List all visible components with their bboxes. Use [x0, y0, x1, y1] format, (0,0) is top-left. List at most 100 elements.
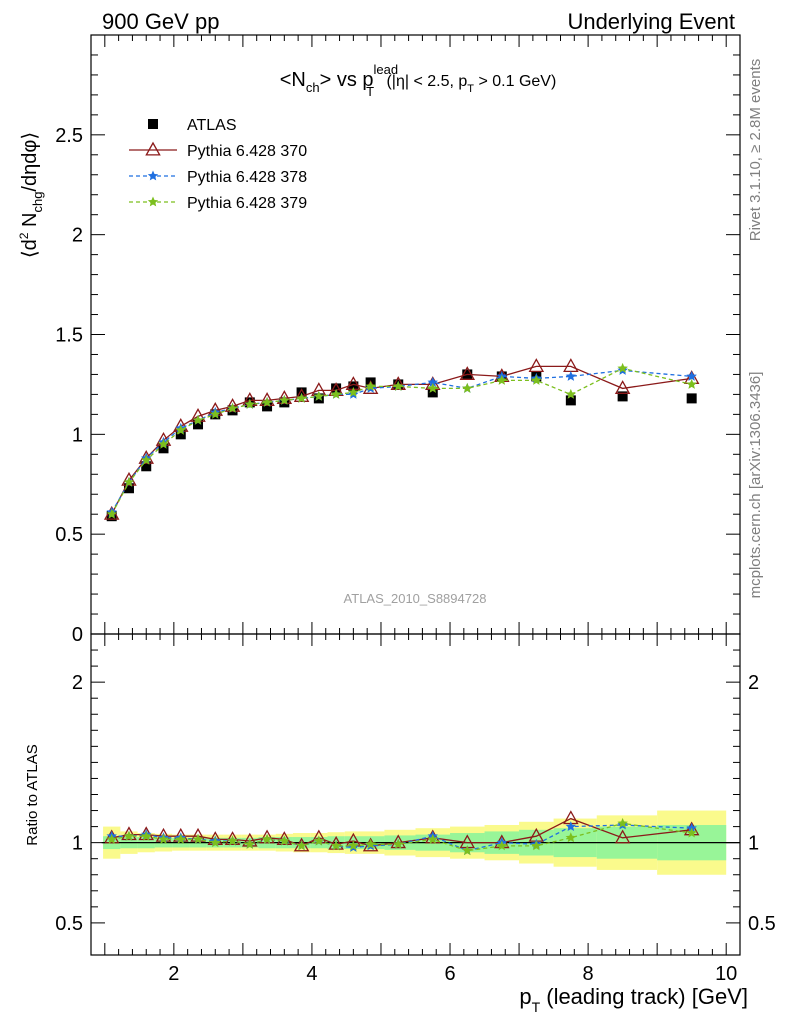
data-point-p379: [496, 374, 507, 385]
data-point-p379: [348, 386, 359, 397]
data-point-p379: [210, 408, 221, 419]
data-point-p378: [565, 370, 577, 381]
data-point-atlas: [123, 483, 134, 494]
x-tick-label: 10: [715, 963, 737, 985]
x-tick-label: 8: [583, 963, 594, 985]
data-point-p370: [121, 471, 137, 486]
legend-marker-p379: [147, 196, 159, 207]
y-tick-label: 2: [72, 225, 83, 247]
y-tick-label: 1.5: [55, 325, 83, 347]
y-tick-label: 0: [72, 624, 83, 646]
legend-label-p378: Pythia 6.428 378: [187, 169, 307, 186]
data-point-p370: [293, 388, 310, 402]
bottom-panel-series: [103, 810, 700, 856]
rivet-label: Rivet 3.1.10, ≥ 2.8M events: [747, 59, 764, 242]
ratio-point-p379: [192, 833, 204, 844]
header-left: 900 GeV pp: [102, 9, 219, 34]
ratio-point-p379: [261, 833, 273, 844]
legend-marker-p370: [145, 141, 161, 156]
data-point-p370: [459, 366, 476, 380]
data-point-atlas: [262, 401, 273, 412]
data-point-atlas: [193, 419, 204, 430]
ratio-point-p379: [531, 840, 542, 851]
ratio-point-p370: [224, 831, 241, 845]
data-point-p379: [686, 378, 697, 389]
data-point-atlas: [141, 461, 152, 472]
data-point-p379: [565, 388, 577, 399]
bottom-panel-frame: [90, 633, 741, 956]
y-tick-label: 1: [72, 424, 83, 446]
ratio-y-tick-label: 0.5: [55, 913, 83, 935]
data-point-p379: [279, 394, 290, 405]
ratio-point-p379: [175, 833, 186, 844]
ratio-point-p379: [123, 830, 135, 841]
data-point-p378: [686, 370, 697, 381]
ratio-point-p370: [614, 829, 631, 844]
legend-marker-atlas: [148, 119, 158, 129]
data-point-p379: [393, 380, 404, 391]
data-point-p379: [261, 396, 273, 407]
ratio-point-p379: [365, 838, 376, 849]
legend-marker-p378: [147, 170, 159, 181]
data-point-p370: [276, 390, 293, 404]
ratio-point-p378: [565, 821, 577, 831]
data-point-atlas: [175, 429, 186, 440]
ratio-y-tick-label-right: 1: [748, 833, 759, 855]
data-point-p379: [227, 402, 238, 413]
ratio-y-tick-label: 2: [72, 672, 83, 694]
ratio-point-p379: [106, 833, 117, 844]
ratio-point-p379: [565, 832, 577, 843]
x-tick-label: 4: [306, 963, 317, 985]
data-point-atlas: [158, 443, 169, 454]
data-point-p379: [106, 508, 117, 519]
data-point-atlas: [565, 395, 576, 406]
data-point-atlas: [617, 391, 628, 402]
mcplots-label: mcplots.cern.ch [arXiv:1306.3436]: [747, 372, 764, 599]
data-point-p379: [617, 362, 628, 373]
data-point-atlas: [331, 383, 342, 394]
data-point-p379: [313, 390, 325, 401]
ratio-point-p370: [328, 835, 344, 850]
data-point-p370: [614, 380, 631, 394]
data-point-p379: [192, 414, 204, 425]
data-point-p379: [531, 374, 542, 385]
ratio-point-p370: [121, 826, 137, 841]
data-point-p379: [175, 424, 186, 435]
x-axis-label: pT (leading track) [GeV]: [519, 984, 748, 1015]
legend-label-atlas: ATLAS: [187, 117, 237, 134]
data-point-p379: [365, 380, 376, 391]
data-point-p379: [141, 454, 152, 465]
data-point-p379: [427, 382, 438, 393]
series-line-p379: [111, 367, 692, 515]
data-point-atlas: [686, 393, 697, 404]
ratio-point-p379: [617, 817, 628, 828]
y-tick-label: 2.5: [55, 125, 83, 147]
ratio-point-p379: [686, 827, 697, 838]
data-point-p370: [259, 392, 275, 406]
x-tick-label: 2: [168, 963, 179, 985]
ratio-point-p379: [393, 838, 404, 849]
data-point-atlas: [296, 387, 307, 398]
data-point-p379: [158, 438, 169, 449]
legend-label-p379: Pythia 6.428 379: [187, 195, 307, 212]
data-point-p370: [528, 358, 545, 372]
analysis-watermark: ATLAS_2010_S8894728: [344, 591, 487, 606]
ratio-point-p379: [348, 840, 359, 851]
data-point-p379: [330, 388, 342, 399]
plot-title: <Nch> vs plead T (|η| < 2.5, pT > 0.1 GeV…: [280, 62, 557, 99]
data-point-p379: [462, 382, 473, 393]
data-point-atlas: [348, 381, 359, 392]
ratio-point-p379: [462, 845, 473, 856]
data-point-p379: [296, 392, 307, 403]
data-point-p379: [123, 476, 135, 487]
series-line-p378: [111, 369, 692, 513]
data-point-atlas: [427, 387, 438, 398]
ratio-point-p379: [210, 837, 221, 848]
axes: 2 4 6 8 10 0.5 1 1.5 2 2.5 0 0.5 0.5 1 1 2 2: [55, 34, 776, 985]
legend-label-p370: Pythia 6.428 370: [187, 143, 307, 160]
ratio-point-p379: [227, 835, 238, 846]
ratio-y-tick-label-right: 0.5: [748, 913, 776, 935]
header-right: Underlying Event: [567, 9, 735, 34]
ratio-point-p370: [390, 834, 406, 849]
ratio-point-p379: [427, 833, 438, 844]
